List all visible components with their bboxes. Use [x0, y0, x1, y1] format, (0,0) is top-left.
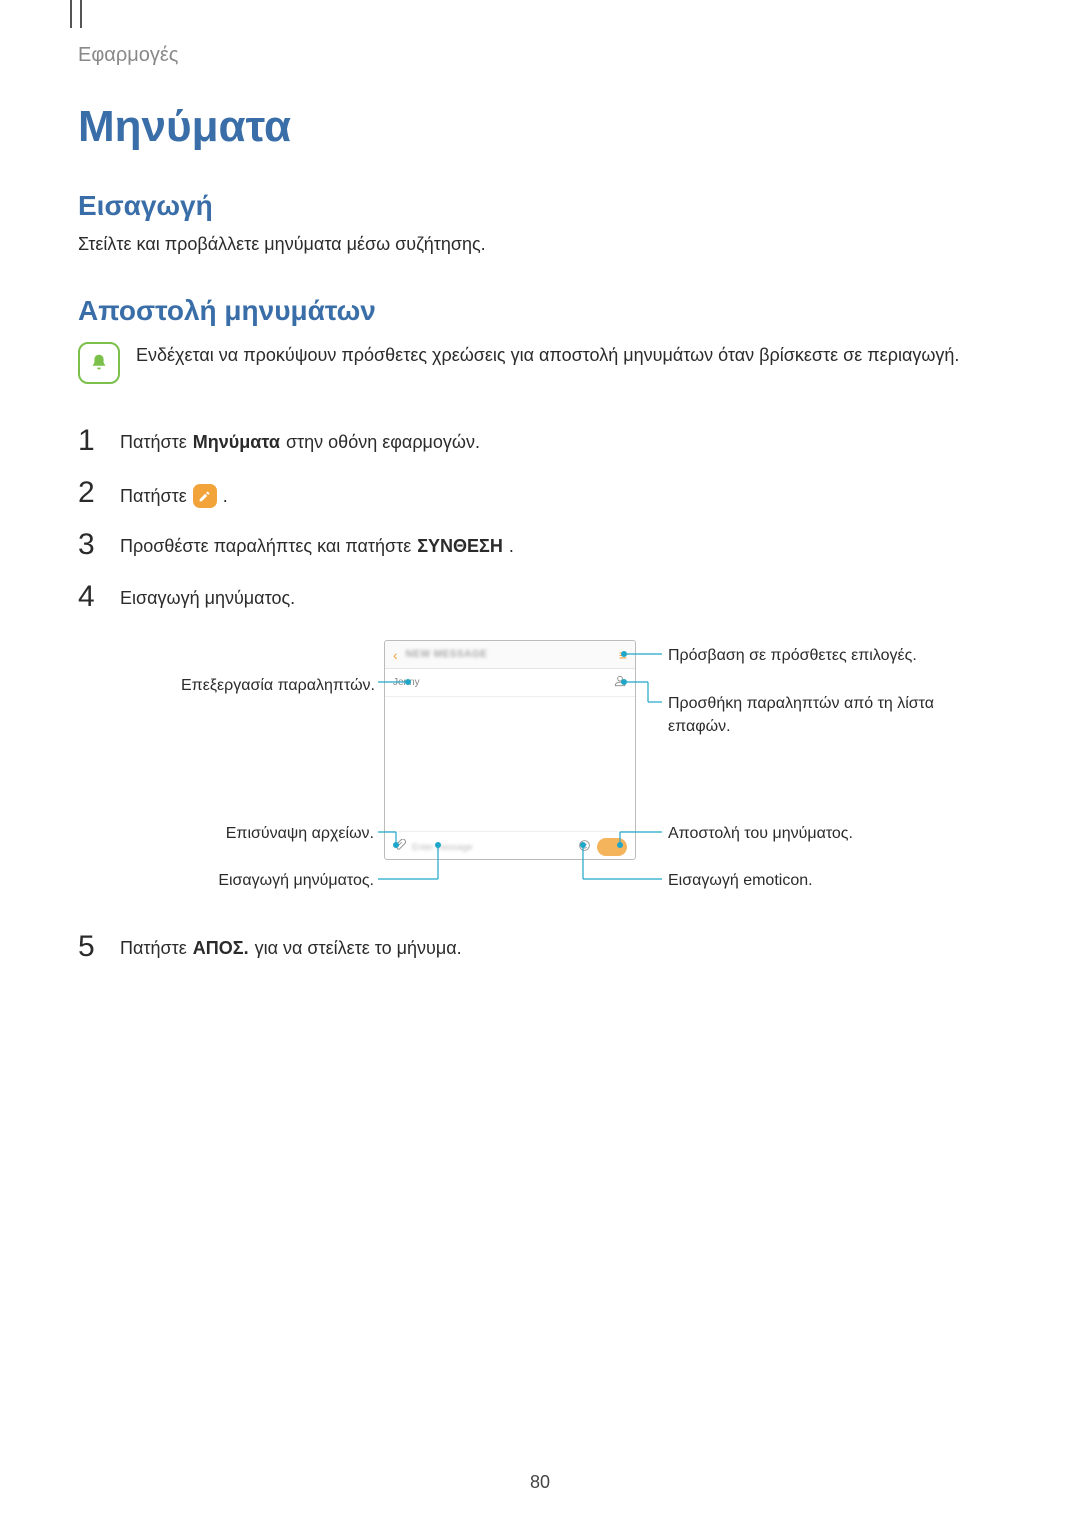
contact-icon: [613, 674, 627, 691]
step-4: 4 Εισαγωγή μηνύματος.: [78, 582, 295, 612]
phone-mock: ‹ NEW MESSAGE ≡ Jenny Enter message: [384, 640, 636, 860]
callout-emoticon: Εισαγωγή emoticon.: [668, 869, 813, 892]
section-heading-send: Αποστολή μηνυμάτων: [78, 295, 376, 327]
step-2: 2 Πατήστε .: [78, 478, 228, 508]
step-text: Πατήστε: [120, 938, 187, 959]
step-number: 4: [78, 582, 102, 612]
callout-add-recipients: Προσθήκη παραληπτών από τη λίστα επαφών.: [668, 692, 998, 738]
step-text: Πατήστε: [120, 486, 187, 507]
page-title: Μηνύματα: [78, 102, 291, 152]
recipient-row: Jenny: [385, 669, 635, 697]
step-number: 5: [78, 932, 102, 962]
step-text: για να στείλετε το μήνυμα.: [255, 938, 462, 959]
recipient-name: Jenny: [393, 677, 420, 688]
step-body: Πατήστε ΑΠΟΣ. για να στείλετε το μήνυμα.: [120, 932, 462, 959]
breadcrumb: Εφαρμογές: [78, 44, 178, 67]
phone-header-title: NEW MESSAGE: [406, 649, 611, 660]
more-menu-icon: ≡: [619, 647, 627, 663]
step-body: Πατήστε Μηνύματα στην οθόνη εφαρμογών.: [120, 426, 480, 453]
attachment-icon: [393, 839, 406, 855]
section-heading-intro: Εισαγωγή: [78, 190, 213, 222]
step-body: Πατήστε .: [120, 478, 228, 508]
step-text: στην οθόνη εφαρμογών.: [286, 432, 480, 453]
note-text: Ενδέχεται να προκύψουν πρόσθετες χρεώσει…: [136, 342, 959, 369]
input-placeholder: Enter message: [412, 842, 572, 852]
step-text: .: [509, 536, 514, 557]
send-button: [597, 838, 627, 856]
step-3: 3 Προσθέστε παραλήπτες και πατήστε ΣΥΝΘΕ…: [78, 530, 514, 560]
step-number: 1: [78, 426, 102, 456]
back-icon: ‹: [393, 647, 398, 663]
emoji-icon: [578, 839, 591, 855]
step-text: Πατήστε: [120, 432, 187, 453]
step-text: Προσθέστε παραλήπτες και πατήστε: [120, 536, 411, 557]
bell-note-icon: [78, 342, 120, 384]
callout-send: Αποστολή του μηνύματος.: [668, 822, 853, 845]
step-bold: ΣΥΝΘΕΣΗ: [417, 536, 503, 557]
phone-body-area: [385, 697, 635, 831]
step-text: Εισαγωγή μηνύματος.: [120, 588, 295, 609]
step-bold: ΑΠΟΣ.: [193, 938, 249, 959]
step-1: 1 Πατήστε Μηνύματα στην οθόνη εφαρμογών.: [78, 426, 480, 456]
phone-input-bar: Enter message: [385, 831, 635, 860]
callout-edit-recipients: Επεξεργασία παραληπτών.: [140, 674, 375, 697]
step-5: 5 Πατήστε ΑΠΟΣ. για να στείλετε το μήνυμ…: [78, 932, 462, 962]
callout-attach: Επισύναψη αρχείων.: [194, 822, 374, 845]
side-tab-decoration: [70, 0, 82, 28]
step-number: 3: [78, 530, 102, 560]
step-body: Εισαγωγή μηνύματος.: [120, 582, 295, 609]
intro-body-text: Στείλτε και προβάλλετε μηνύματα μέσω συζ…: [78, 234, 486, 255]
phone-header: ‹ NEW MESSAGE ≡: [385, 641, 635, 669]
step-bold: Μηνύματα: [193, 432, 280, 453]
annotated-figure: ‹ NEW MESSAGE ≡ Jenny Enter message Επεξ…: [78, 636, 1008, 916]
step-number: 2: [78, 478, 102, 508]
step-text: .: [223, 486, 228, 507]
callout-enter-message: Εισαγωγή μηνύματος.: [194, 869, 374, 892]
step-body: Προσθέστε παραλήπτες και πατήστε ΣΥΝΘΕΣΗ…: [120, 530, 514, 557]
compose-icon: [193, 484, 217, 508]
callout-more-options: Πρόσβαση σε πρόσθετες επιλογές.: [668, 644, 917, 667]
note-block: Ενδέχεται να προκύψουν πρόσθετες χρεώσει…: [78, 342, 959, 384]
page-number: 80: [0, 1472, 1080, 1493]
